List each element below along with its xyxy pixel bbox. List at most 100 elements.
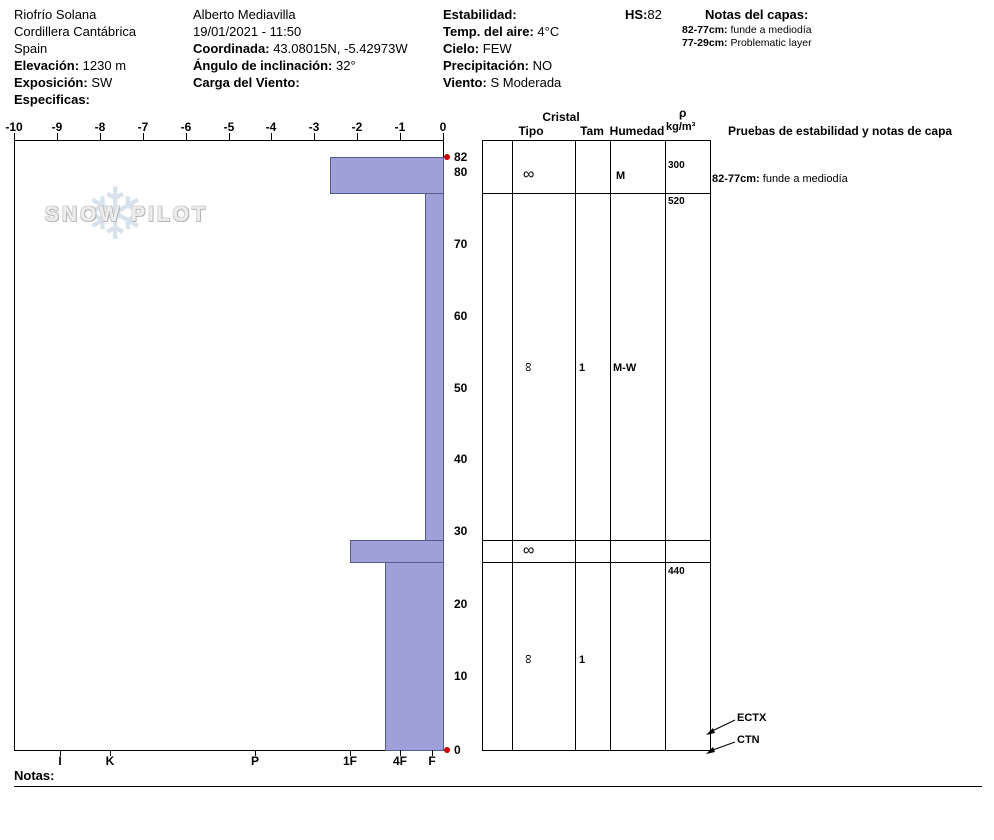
chart-layer-note-text: funde a mediodía [762,173,848,185]
snow-layer-bar-82-77 [330,157,444,194]
depth-label: 50 [454,381,468,395]
layer-note-range: 82-77cm: [682,24,728,36]
air-temp-label: Temp. del aire: [443,24,534,39]
x-tick-label: -8 [94,120,106,134]
wind-line: Viento: S Moderada [443,75,561,91]
grain-symbol-layer2: ∞ [522,359,537,375]
hardness-label-I: I [58,754,62,768]
table-grid-line [512,140,513,751]
stability-test-arrows [706,719,736,754]
layer-notes-title: Notas del capas: [705,7,809,22]
hardness-label-K: K [105,754,115,768]
x-tick-label: -10 [5,120,23,134]
layer-boundary-26cm [482,562,710,563]
x-tick-mark [143,133,144,140]
layer-boundary-77cm [482,193,710,194]
grain-symbol-layer4: ∞ [522,651,537,667]
depth-label: 60 [454,309,468,323]
x-tick-mark [57,133,58,140]
ct-result: CTN [737,734,760,746]
slope-angle-line: Ángulo de inclinación: 32° [193,58,356,74]
precip-line: Precipitación: NO [443,58,552,74]
stability-label: Estabilidad: [443,7,517,22]
layer-note-range: 77-29cm: [682,37,728,49]
elevation-label: Elevación: [14,58,80,73]
chart-layer-note: 82-77cm: funde a mediodía [712,173,848,185]
air-temp-value: 4°C [537,24,560,39]
ground-marker-dot [444,747,450,753]
hardness-label-P: P [250,754,260,768]
grain-size-layer4: 1 [579,654,586,666]
table-grid-line [482,140,483,751]
plot-top-border [14,140,444,141]
depth-label: 70 [454,237,468,251]
elevation-value: 1230 m [82,58,127,73]
x-tick-mark [100,133,101,140]
precip-value: NO [532,58,553,73]
wind-loading-label: Carga del Viento: [193,75,300,90]
site-name: Riofrío Solana [14,7,97,22]
hs-line: HS:82 [625,7,662,23]
specifics-label: Especificas: [14,92,90,107]
depth-label: 10 [454,669,468,683]
slope-angle-label: Ángulo de inclinación: [193,58,333,73]
slope-angle-value: 32° [336,58,356,73]
grain-glyph: ∞ [521,654,537,664]
depth-label: 80 [454,165,468,179]
sky-label: Cielo: [443,41,480,56]
hardness-tick-mark [255,750,256,756]
moisture-layer1: M [616,170,626,182]
surface-marker-dot [444,154,450,160]
x-tick-label: -7 [137,120,149,134]
depth-label: 0 [454,743,461,757]
x-tick-label: -2 [351,120,363,134]
hs-label: HS: [625,7,648,22]
x-tick-mark [357,133,358,140]
coordinates-line: Coordinada: 43.08015N, -5.42973W [193,41,408,57]
coordinates-value: 43.08015N, -5.42973W [273,41,408,56]
site-range: Cordillera Cantábrica [14,24,137,39]
sky-line: Cielo: FEW [443,41,512,57]
layer-note-text: funde a mediodía [730,24,812,36]
layer-note-item: 82-77cm: funde a mediodía [682,24,812,37]
table-grid-line [575,140,576,751]
table-header-tipo: Tipo [518,124,544,138]
table-header-tests: Pruebas de estabilidad y notas de capa [728,124,953,138]
plot-left-border [14,140,15,750]
grain-symbol-layer3: ∞ [523,542,535,559]
x-tick-label: -4 [265,120,277,134]
hardness-label-F: F [428,754,436,768]
table-top-border [482,140,710,141]
grain-symbol-layer1: ∞ [523,166,535,183]
depth-label: 20 [454,597,468,611]
hardness-label-4F: 4F [392,754,408,768]
air-temp-line: Temp. del aire: 4°C [443,24,559,40]
hardness-label-1F: 1F [342,754,358,768]
x-tick-mark [14,133,15,140]
density-layer4: 440 [668,566,685,577]
hardness-tick-mark [110,750,111,756]
hardness-tick-mark [60,750,61,756]
grain-size-layer2: 1 [579,362,586,374]
density-layer2: 520 [668,196,685,207]
precip-label: Precipitación: [443,58,529,73]
hardness-tick-mark [350,750,351,756]
table-grid-line [665,140,666,751]
aspect-value: SW [91,75,113,90]
x-tick-label: -3 [308,120,320,134]
grain-glyph: ∞ [521,362,537,372]
x-tick-mark [229,133,230,140]
table-grid-line [710,140,711,751]
x-tick-mark [314,133,315,140]
table-header-cristal: Cristal [542,110,580,124]
table-header-rho: ρ [679,106,687,120]
depth-label: 30 [454,524,468,538]
hardness-tick-mark [400,750,401,756]
x-tick-mark [271,133,272,140]
site-country: Spain [14,41,48,56]
snow-layer-bar-77-29 [425,193,444,541]
table-bottom-border [482,750,710,751]
x-tick-label: -6 [180,120,192,134]
snow-layer-bar-29-26 [350,540,444,563]
